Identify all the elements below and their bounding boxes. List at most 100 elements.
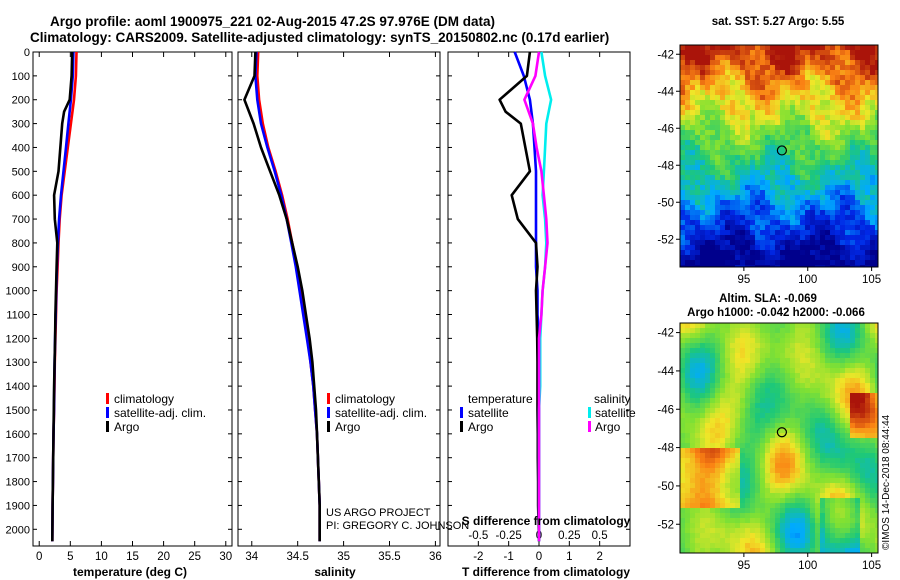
heatmap-cell: [715, 508, 721, 514]
heatmap-cell: [690, 463, 696, 469]
heatmap-cell: [700, 368, 706, 374]
heatmap-cell: [840, 235, 846, 241]
heatmap-cell: [720, 155, 726, 161]
heatmap-cell: [730, 518, 736, 524]
heatmap-cell: [715, 363, 721, 369]
heatmap-cell: [875, 468, 879, 474]
heatmap-cell: [800, 508, 806, 514]
heatmap-cell: [740, 533, 746, 539]
heatmap-cell: [765, 543, 771, 549]
heatmap-cell: [700, 518, 706, 524]
heatmap-cell: [730, 125, 736, 131]
heatmap-cell: [730, 418, 736, 424]
heatmap-cell: [760, 453, 766, 459]
heatmap-cell: [710, 180, 716, 186]
heatmap-cell: [810, 368, 816, 374]
heatmap-cell: [795, 45, 801, 51]
heatmap-cell: [820, 393, 826, 399]
heatmap-cell: [825, 150, 831, 156]
heatmap-cell: [725, 130, 731, 136]
heatmap-cell: [850, 388, 856, 394]
heatmap-cell: [795, 215, 801, 221]
heatmap-cell: [760, 255, 766, 261]
heatmap-cell: [850, 503, 856, 509]
heatmap-cell: [840, 548, 846, 554]
heatmap-cell: [865, 50, 871, 56]
heatmap-cell: [800, 140, 806, 146]
heatmap-cell: [865, 538, 871, 544]
heatmap-cell: [780, 60, 786, 66]
heatmap-cell: [720, 473, 726, 479]
heatmap-cell: [870, 60, 876, 66]
heatmap-cell: [775, 408, 781, 414]
heatmap-cell: [795, 428, 801, 434]
heatmap-cell: [710, 453, 716, 459]
heatmap-cell: [680, 190, 686, 196]
heatmap-cell: [745, 458, 751, 464]
heatmap-cell: [810, 60, 816, 66]
heatmap-cell: [815, 388, 821, 394]
heatmap-cell: [700, 418, 706, 424]
heatmap-cell: [840, 523, 846, 529]
heatmap-cell: [760, 378, 766, 384]
heatmap-cell: [840, 220, 846, 226]
heatmap-cell: [800, 448, 806, 454]
heatmap-cell: [735, 338, 741, 344]
heatmap-cell: [795, 378, 801, 384]
x-tick-label: 0: [536, 551, 542, 563]
heatmap-cell: [720, 135, 726, 141]
heatmap-cell: [735, 265, 741, 268]
heatmap-cell: [715, 95, 721, 101]
heatmap-cell: [840, 483, 846, 489]
heatmap-cell: [845, 473, 851, 479]
heatmap-cell: [780, 110, 786, 116]
heatmap-cell: [770, 135, 776, 141]
heatmap-cell: [725, 333, 731, 339]
heatmap-cell: [740, 368, 746, 374]
heatmap-cell: [815, 155, 821, 161]
heatmap-cell: [755, 50, 761, 56]
heatmap-cell: [745, 120, 751, 126]
heatmap-cell: [860, 333, 866, 339]
heatmap-cell: [850, 443, 856, 449]
heatmap-cell: [730, 493, 736, 499]
heatmap-cell: [790, 463, 796, 469]
heatmap-cell: [720, 65, 726, 71]
heatmap-cell: [720, 210, 726, 216]
heatmap-cell: [770, 533, 776, 539]
heatmap-cell: [680, 323, 686, 329]
heatmap-cell: [750, 75, 756, 81]
heatmap-cell: [765, 240, 771, 246]
heatmap-cell: [770, 250, 776, 256]
heatmap-cell: [850, 533, 856, 539]
heatmap-cell: [690, 65, 696, 71]
heatmap-cell: [775, 65, 781, 71]
heatmap-cell: [870, 130, 876, 136]
heatmap-cell: [730, 338, 736, 344]
heatmap-cell: [685, 523, 691, 529]
heatmap-cell: [785, 443, 791, 449]
heatmap-cell: [725, 255, 731, 261]
heatmap-cell: [865, 548, 871, 554]
heatmap-cell: [855, 120, 861, 126]
legend-swatch-argo: [106, 421, 109, 432]
heatmap-cell: [800, 403, 806, 409]
heatmap-cell: [735, 150, 741, 156]
heatmap-cell: [815, 75, 821, 81]
heatmap-cell: [735, 363, 741, 369]
heatmap-cell: [680, 403, 686, 409]
heatmap-cell: [810, 255, 816, 261]
heatmap-cell: [865, 323, 871, 329]
heatmap-cell: [765, 323, 771, 329]
heatmap-cell: [805, 498, 811, 504]
heatmap-cell: [835, 260, 841, 266]
heatmap-cell: [810, 185, 816, 191]
heatmap-cell: [715, 493, 721, 499]
heatmap-cell: [795, 200, 801, 206]
heatmap-cell: [760, 403, 766, 409]
heatmap-cell: [785, 518, 791, 524]
heatmap-cell: [710, 403, 716, 409]
heatmap-cell: [815, 453, 821, 459]
heatmap-cell: [740, 50, 746, 56]
heatmap-cell: [775, 528, 781, 534]
